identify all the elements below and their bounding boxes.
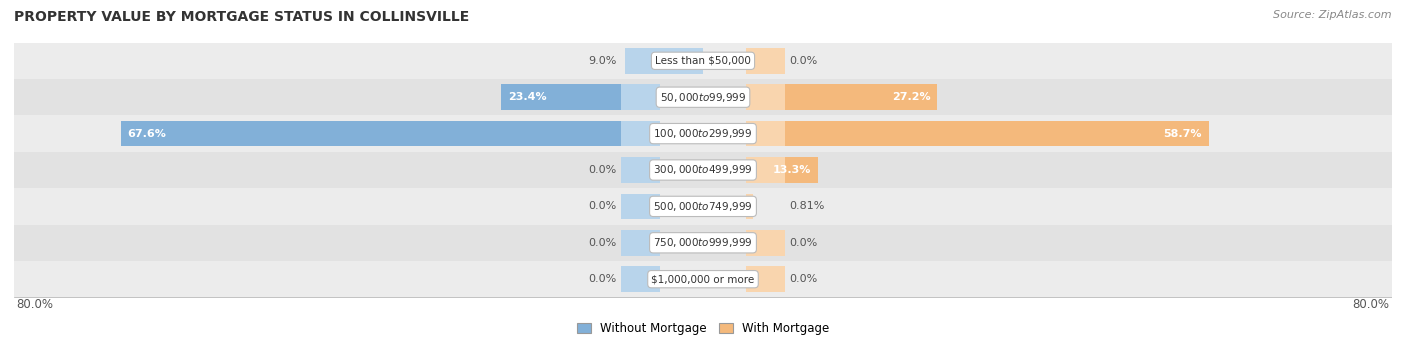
Bar [747, 230, 785, 256]
Text: 80.0%: 80.0% [1353, 299, 1389, 311]
Bar [747, 157, 785, 183]
Text: 13.3%: 13.3% [772, 165, 811, 175]
Bar [621, 121, 659, 146]
Text: Less than $50,000: Less than $50,000 [655, 56, 751, 66]
Text: $300,000 to $499,999: $300,000 to $499,999 [654, 164, 752, 176]
Bar [14, 261, 1392, 298]
Text: 27.2%: 27.2% [891, 92, 931, 102]
Text: 9.0%: 9.0% [589, 56, 617, 66]
Text: $750,000 to $999,999: $750,000 to $999,999 [654, 236, 752, 249]
Bar [14, 225, 1392, 261]
Legend: Without Mortgage, With Mortgage: Without Mortgage, With Mortgage [572, 317, 834, 340]
Text: 0.0%: 0.0% [789, 56, 817, 66]
Text: 0.0%: 0.0% [589, 238, 617, 248]
Text: 0.0%: 0.0% [789, 274, 817, 284]
Bar [747, 267, 785, 292]
Bar [626, 48, 703, 73]
Text: 0.0%: 0.0% [789, 238, 817, 248]
Bar [14, 152, 1392, 188]
Text: $50,000 to $99,999: $50,000 to $99,999 [659, 91, 747, 104]
Text: PROPERTY VALUE BY MORTGAGE STATUS IN COLLINSVILLE: PROPERTY VALUE BY MORTGAGE STATUS IN COL… [14, 10, 470, 24]
Bar [14, 115, 1392, 152]
Text: 0.0%: 0.0% [589, 165, 617, 175]
Text: 0.0%: 0.0% [589, 274, 617, 284]
Bar [621, 267, 659, 292]
Bar [14, 79, 1392, 115]
Bar [785, 84, 938, 110]
Bar [747, 194, 754, 219]
Bar [621, 157, 659, 183]
Text: $100,000 to $299,999: $100,000 to $299,999 [654, 127, 752, 140]
Text: 80.0%: 80.0% [17, 299, 53, 311]
Bar [747, 84, 785, 110]
Bar [785, 121, 1209, 146]
Bar [747, 48, 785, 73]
Bar [502, 84, 621, 110]
Bar [121, 121, 621, 146]
Text: 23.4%: 23.4% [509, 92, 547, 102]
Bar [785, 157, 817, 183]
Text: 58.7%: 58.7% [1163, 129, 1202, 139]
Bar [14, 188, 1392, 225]
Text: 67.6%: 67.6% [128, 129, 166, 139]
Text: Source: ZipAtlas.com: Source: ZipAtlas.com [1274, 10, 1392, 20]
Text: $500,000 to $749,999: $500,000 to $749,999 [654, 200, 752, 213]
Text: 0.81%: 0.81% [789, 201, 824, 211]
Bar [14, 42, 1392, 79]
Bar [621, 230, 659, 256]
Bar [621, 84, 659, 110]
Text: $1,000,000 or more: $1,000,000 or more [651, 274, 755, 284]
Bar [747, 121, 785, 146]
Bar [621, 194, 659, 219]
Text: 0.0%: 0.0% [589, 201, 617, 211]
